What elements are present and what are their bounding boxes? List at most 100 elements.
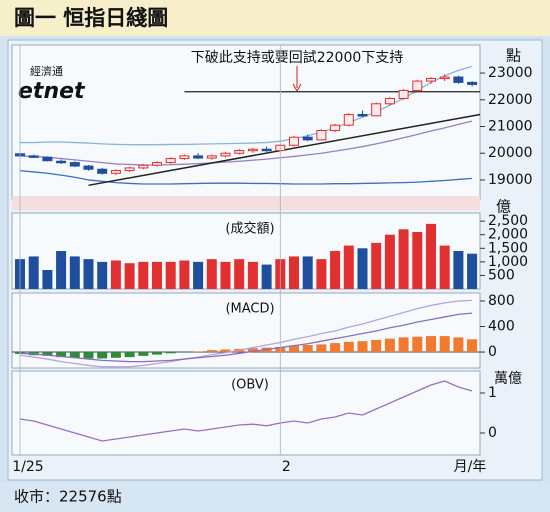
volume-bar: [206, 259, 217, 289]
volume-bar: [124, 263, 135, 289]
annotation: 下破此支持或要回試22000下支持: [191, 50, 404, 66]
candle-body: [247, 148, 258, 152]
volume-bar: [289, 256, 299, 289]
x-tick-label: 2: [282, 459, 291, 475]
volume-bar: [69, 256, 80, 289]
volume-bar: [165, 261, 176, 289]
volume-bar: [357, 248, 368, 289]
volume-bar: [439, 245, 450, 289]
footer-text: 收市：22576點: [14, 488, 122, 506]
candle-body: [193, 155, 204, 159]
macd-bar: [439, 336, 450, 353]
macd-bar: [83, 352, 94, 359]
candle-body: [124, 167, 135, 172]
candle-body: [371, 103, 382, 117]
footer-bar: [0, 482, 550, 512]
panel-title: (成交額): [225, 221, 274, 237]
candle-body: [289, 136, 299, 146]
volume-bar: [330, 251, 341, 289]
page-title: 圖一 恒指日綫圖: [14, 6, 168, 30]
macd-bar: [426, 336, 436, 353]
macd-bar: [124, 352, 135, 358]
macd-bar: [412, 336, 423, 353]
volume-bar: [453, 251, 464, 289]
macd-bar: [467, 339, 478, 353]
macd-bar: [165, 352, 176, 354]
y-tick-label: 21000: [488, 119, 533, 135]
volume-bar: [384, 234, 395, 289]
y-tick-label: 1: [488, 385, 497, 401]
y-tick-label: 20000: [488, 145, 533, 161]
x-tick-label: 1/25: [12, 459, 43, 475]
line-series: [19, 169, 473, 185]
panel: [11, 292, 481, 369]
candle-body: [206, 155, 217, 159]
macd-bar: [289, 345, 299, 353]
unit-label: 點: [506, 47, 521, 65]
volume-bar: [152, 261, 162, 289]
macd-bar: [193, 351, 204, 353]
unit-label: 萬億: [494, 371, 522, 387]
volume-bar: [28, 256, 39, 289]
y-tick-label: 500: [488, 267, 515, 283]
macd-bar: [220, 349, 231, 353]
line-series: [19, 312, 473, 363]
y-tick-label: 23000: [488, 65, 533, 81]
volume-bar: [83, 259, 94, 289]
macd-bar: [343, 341, 354, 353]
y-tick-label: 800: [488, 293, 515, 309]
y-tick-label: 0: [488, 425, 497, 441]
candle-body: [42, 156, 53, 162]
unit-label: 億: [496, 198, 511, 216]
y-tick-label: 0: [488, 344, 497, 360]
volume-bar: [371, 242, 382, 289]
watermark-top: 經濟通: [30, 64, 63, 78]
volume-bar: [234, 259, 245, 289]
panel-title: (MACD): [225, 302, 274, 317]
title-bar: [0, 0, 550, 36]
candle-body: [439, 76, 450, 80]
volume-bar: [412, 232, 423, 289]
candle-body: [110, 170, 121, 174]
macd-bar: [110, 352, 121, 358]
y-tick-label: 1,000: [488, 254, 528, 270]
candle-body: [412, 80, 423, 91]
y-tick-label: 400: [488, 319, 515, 335]
volume-bar: [97, 261, 108, 289]
macd-bar: [247, 348, 258, 353]
x-axis-label: 月/年: [454, 459, 487, 475]
macd-bar: [371, 339, 382, 353]
macd-bar: [206, 350, 217, 353]
volume-bar: [467, 253, 478, 289]
volume-bar: [316, 259, 327, 289]
line-series: [19, 120, 473, 166]
line-series: [20, 65, 473, 146]
volume-bar: [56, 251, 67, 289]
macd-bar: [302, 345, 313, 353]
candle-body: [261, 148, 272, 152]
candle-body: [56, 160, 67, 164]
macd-bar: [453, 337, 464, 353]
candle-body: [97, 168, 108, 174]
volume-bar: [343, 245, 354, 289]
volume-bar: [261, 264, 272, 289]
candle-body: [69, 162, 80, 167]
candle-body: [467, 81, 478, 85]
candle-body: [330, 124, 341, 132]
volume-bar: [302, 256, 313, 289]
line-series: [19, 299, 473, 368]
candle-body: [28, 155, 39, 158]
candle-body: [357, 113, 368, 117]
volume-bar: [179, 260, 190, 289]
macd-bar: [69, 352, 80, 358]
candle-body: [83, 165, 94, 170]
macd-bar: [97, 352, 108, 359]
candle-body: [426, 77, 436, 82]
candle-body: [165, 158, 176, 164]
watermark: etnet: [18, 79, 86, 104]
candle-body: [138, 164, 149, 169]
volume-bar: [193, 261, 204, 289]
candle-body: [179, 155, 190, 160]
macd-bar: [316, 344, 327, 353]
macd-bar: [398, 337, 409, 353]
